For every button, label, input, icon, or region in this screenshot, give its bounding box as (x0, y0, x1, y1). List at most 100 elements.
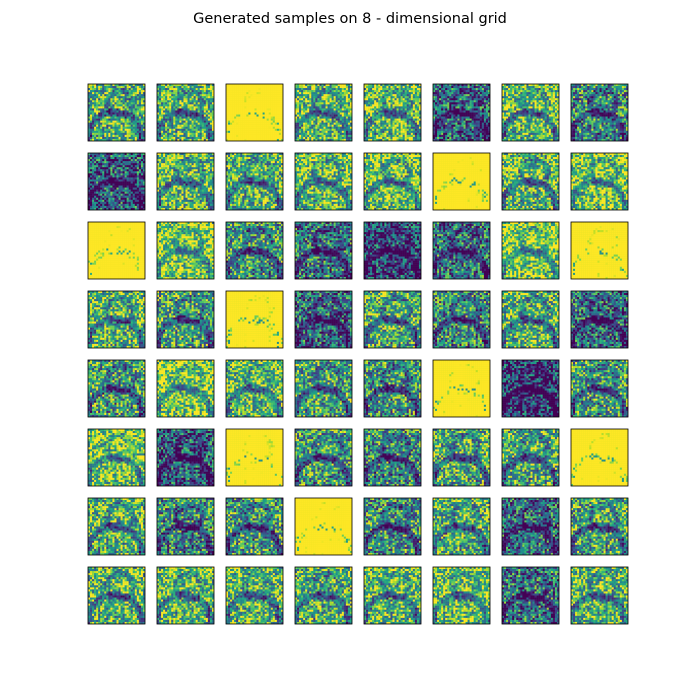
sample-panel-7-7 (501, 497, 560, 556)
sample-panel-1-7 (501, 83, 560, 142)
sample-frame (156, 83, 215, 142)
sample-frame (570, 290, 629, 349)
sample-frame (432, 290, 491, 349)
sample-frame (156, 566, 215, 625)
sample-frame (225, 428, 284, 487)
sample-frame (156, 221, 215, 280)
sample-frame (294, 497, 353, 556)
sample-frame (294, 221, 353, 280)
sample-frame (570, 152, 629, 211)
sample-panel-1-4 (294, 83, 353, 142)
sample-panel-4-1 (87, 290, 146, 349)
sample-panel-3-6 (432, 221, 491, 280)
sample-panel-6-1 (87, 428, 146, 487)
sample-panel-1-1 (87, 83, 146, 142)
sample-panel-2-2 (156, 152, 215, 211)
sample-panel-4-4 (294, 290, 353, 349)
sample-panel-5-7 (501, 359, 560, 418)
sample-panel-8-8 (570, 566, 629, 625)
sample-panel-7-2 (156, 497, 215, 556)
sample-frame (156, 359, 215, 418)
sample-panel-8-3 (225, 566, 284, 625)
sample-frame (225, 566, 284, 625)
sample-panel-6-2 (156, 428, 215, 487)
sample-panel-8-7 (501, 566, 560, 625)
sample-panel-3-2 (156, 221, 215, 280)
sample-panel-5-4 (294, 359, 353, 418)
sample-panel-1-8 (570, 83, 629, 142)
sample-frame (363, 566, 422, 625)
sample-panel-8-5 (363, 566, 422, 625)
sample-panel-2-5 (363, 152, 422, 211)
sample-frame (432, 221, 491, 280)
sample-frame (87, 83, 146, 142)
sample-frame (156, 497, 215, 556)
sample-frame (87, 566, 146, 625)
sample-frame (87, 428, 146, 487)
sample-frame (501, 290, 560, 349)
sample-frame (501, 83, 560, 142)
sample-panel-8-6 (432, 566, 491, 625)
sample-frame (501, 497, 560, 556)
sample-panel-2-4 (294, 152, 353, 211)
sample-frame (87, 497, 146, 556)
sample-frame (432, 83, 491, 142)
sample-frame (570, 566, 629, 625)
sample-frame (87, 359, 146, 418)
sample-panel-2-1 (87, 152, 146, 211)
sample-panel-3-7 (501, 221, 560, 280)
sample-frame (294, 83, 353, 142)
sample-frame (225, 83, 284, 142)
sample-frame (87, 152, 146, 211)
sample-panel-5-3 (225, 359, 284, 418)
sample-frame (501, 359, 560, 418)
sample-frame (501, 221, 560, 280)
sample-frame (225, 497, 284, 556)
sample-panel-7-8 (570, 497, 629, 556)
sample-panel-1-3 (225, 83, 284, 142)
sample-panel-1-6 (432, 83, 491, 142)
sample-panel-5-5 (363, 359, 422, 418)
sample-panel-3-5 (363, 221, 422, 280)
sample-panel-6-8 (570, 428, 629, 487)
chart-title: Generated samples on 8 - dimensional gri… (0, 11, 700, 27)
sample-frame (87, 290, 146, 349)
sample-panel-6-4 (294, 428, 353, 487)
sample-frame (225, 221, 284, 280)
sample-panel-5-1 (87, 359, 146, 418)
sample-frame (294, 428, 353, 487)
sample-frame (501, 428, 560, 487)
sample-frame (363, 428, 422, 487)
sample-frame (294, 290, 353, 349)
sample-frame (294, 152, 353, 211)
sample-frame (156, 152, 215, 211)
sample-panel-4-6 (432, 290, 491, 349)
sample-frame (363, 152, 422, 211)
sample-panel-2-8 (570, 152, 629, 211)
sample-panel-5-2 (156, 359, 215, 418)
sample-frame (225, 290, 284, 349)
sample-panel-6-5 (363, 428, 422, 487)
sample-frame (156, 428, 215, 487)
sample-panel-4-7 (501, 290, 560, 349)
sample-panel-2-7 (501, 152, 560, 211)
sample-panel-2-3 (225, 152, 284, 211)
sample-frame (363, 497, 422, 556)
sample-panel-5-8 (570, 359, 629, 418)
sample-panel-1-5 (363, 83, 422, 142)
sample-frame (363, 83, 422, 142)
sample-frame (363, 221, 422, 280)
sample-frame (432, 428, 491, 487)
sample-panel-3-4 (294, 221, 353, 280)
sample-frame (501, 566, 560, 625)
sample-panel-3-8 (570, 221, 629, 280)
sample-panel-1-2 (156, 83, 215, 142)
sample-frame (87, 221, 146, 280)
sample-panel-7-5 (363, 497, 422, 556)
sample-panel-5-6 (432, 359, 491, 418)
sample-panel-7-3 (225, 497, 284, 556)
sample-frame (432, 359, 491, 418)
sample-panel-3-1 (87, 221, 146, 280)
sample-panel-6-3 (225, 428, 284, 487)
